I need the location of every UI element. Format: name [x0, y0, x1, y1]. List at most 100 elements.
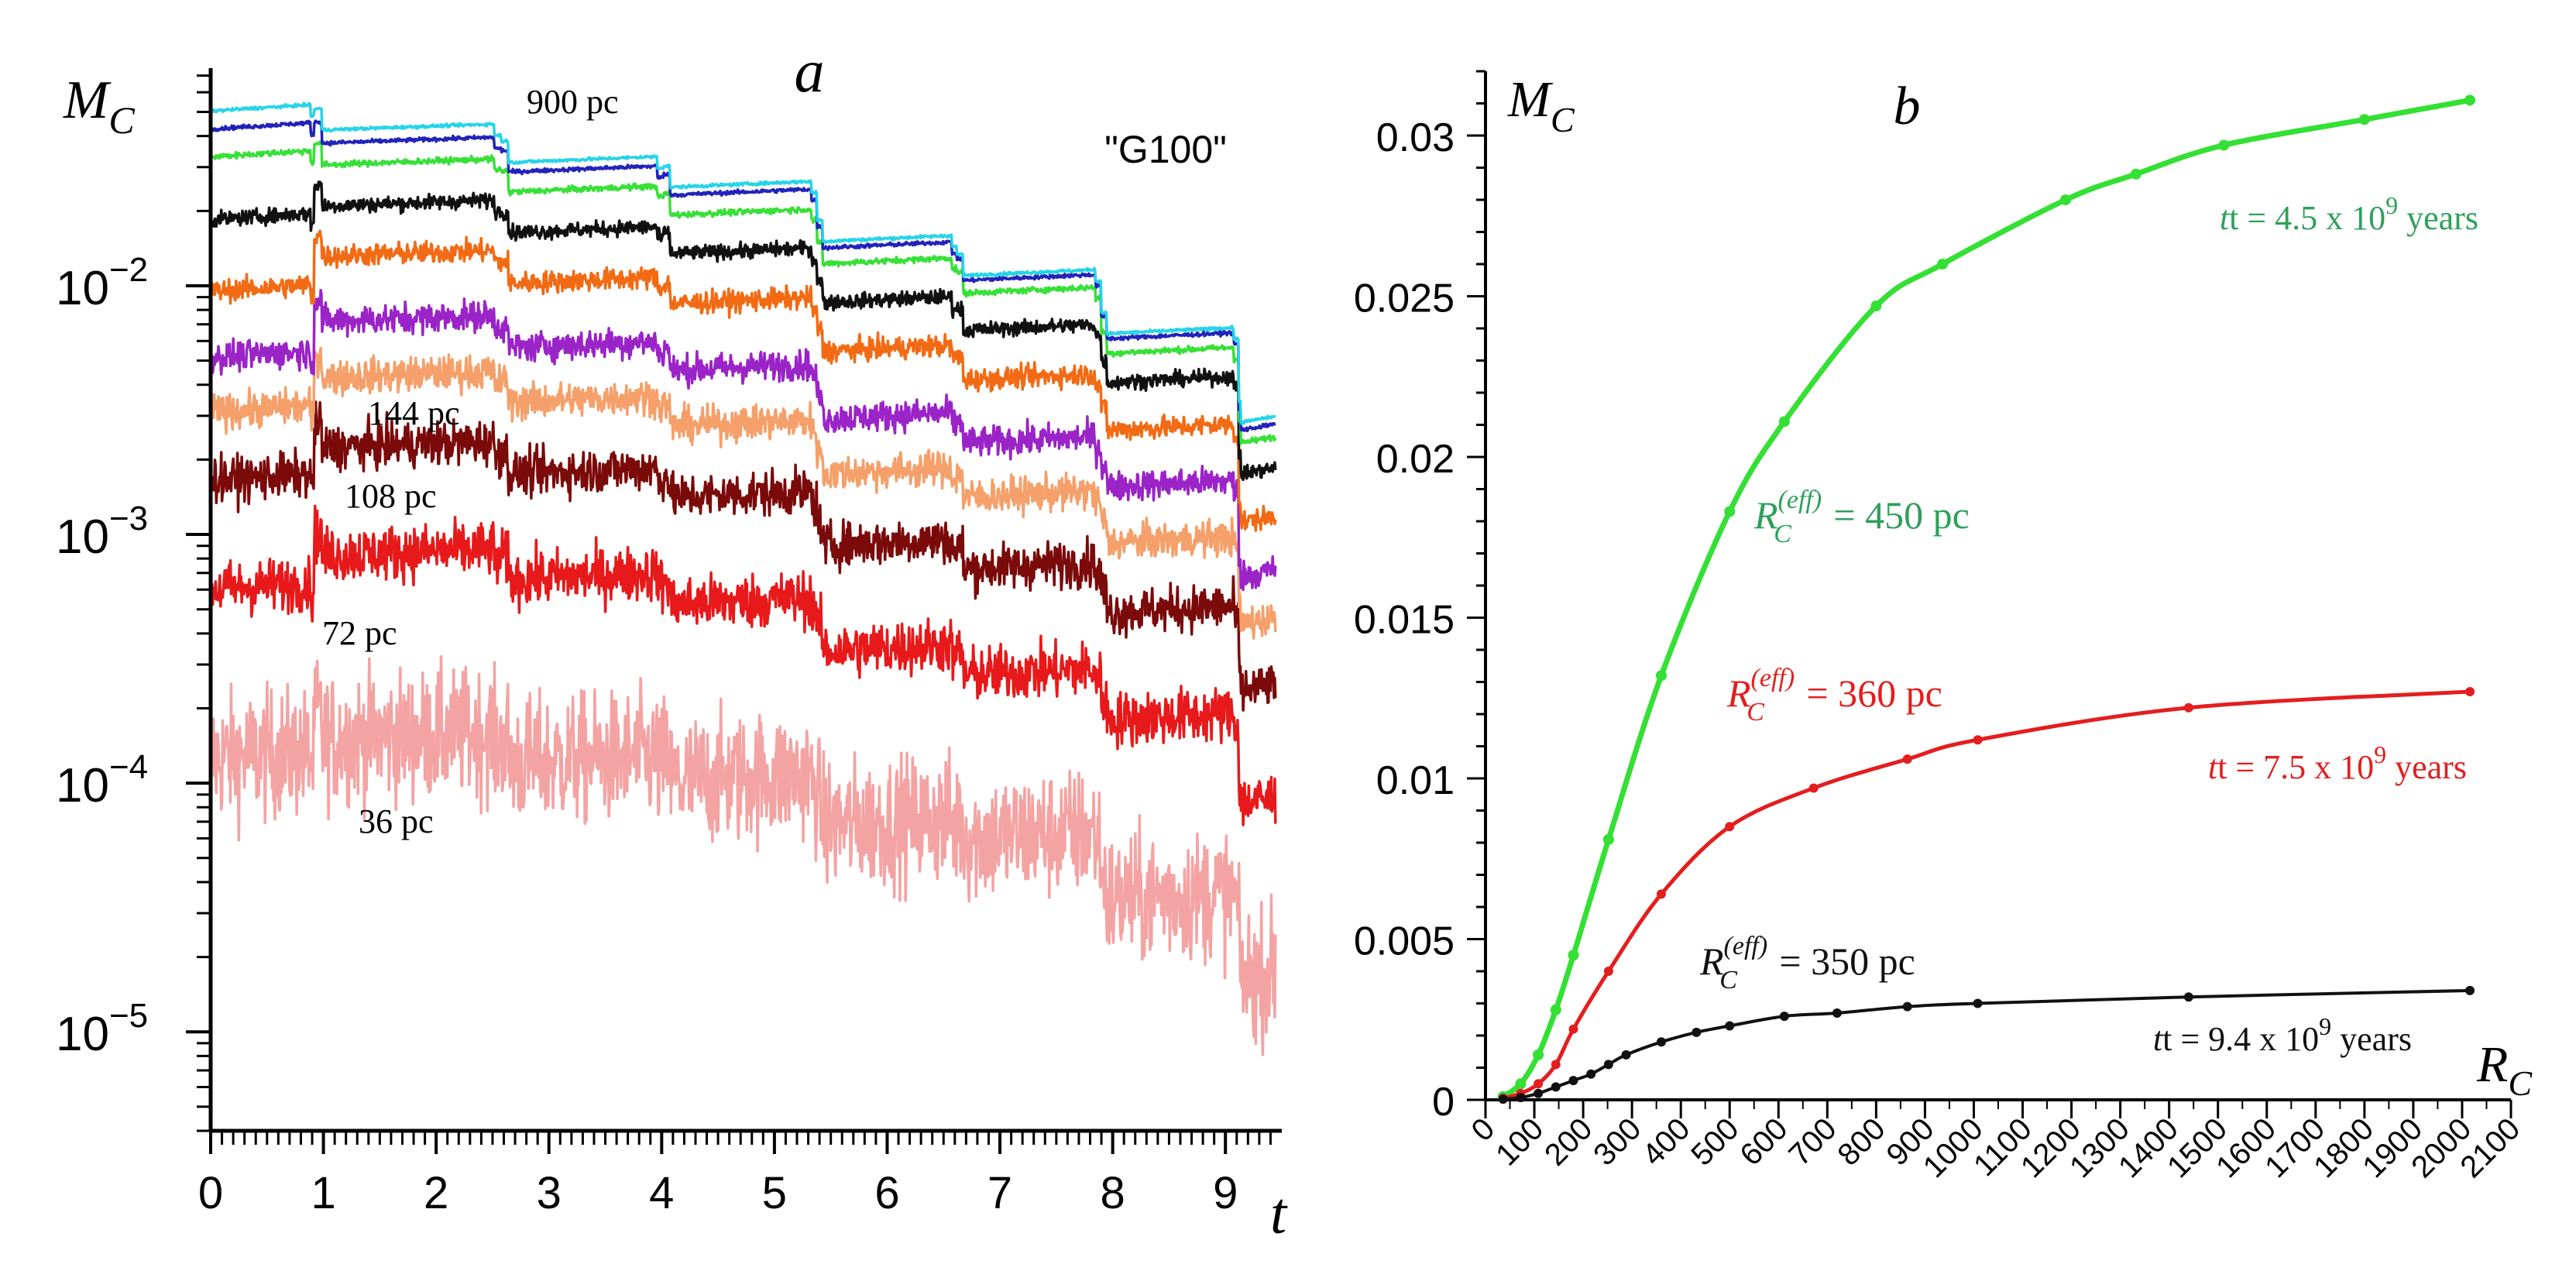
label-144pc: 144 pc [368, 394, 460, 432]
panel-b-series-group [1497, 94, 2476, 1104]
black-reff-value: = 350 pc [1770, 940, 1915, 983]
panel-a-series-group [209, 101, 1277, 1056]
panel-b-data-point [1603, 1060, 1613, 1070]
panel-b-series-line [1501, 97, 2471, 1099]
panel-a-x-tick-label: 9 [1213, 1168, 1238, 1218]
panel-a-series-line [209, 180, 1277, 482]
label-72pc: 72 pc [322, 614, 397, 652]
panel-a-x-tick-label: 3 [537, 1168, 562, 1218]
black-reff-sub: C [1719, 966, 1737, 994]
panel-b-y-tick-label: 0 [1432, 1080, 1455, 1125]
panel-b-data-point [1568, 950, 1579, 961]
panel-a-y-tick-label: 10−4 [56, 748, 148, 812]
panel-b-data-point [1656, 1037, 1666, 1047]
panel-b-data-point [1973, 735, 1983, 745]
red-reff-label: R(eff) C = 360 pc [1726, 664, 1942, 727]
red-reff-main: R [1726, 672, 1751, 715]
panel-a-y-tick-label: 10−5 [56, 997, 148, 1061]
panel-b-y-tick-label: 0.025 [1354, 277, 1455, 321]
panel-b-y-tick-label: 0.015 [1354, 598, 1455, 643]
panel-a-time-evolution: 0 1 2 3 4 5 6 7 8 9 10−2 10−3 10−4 10−5 a "G100" MC t… [56, 37, 1288, 1246]
panel-b-data-point [1973, 998, 1983, 1008]
red-reff-sub: C [1747, 698, 1764, 727]
green-time-unit: years [2398, 199, 2478, 237]
panel-b-y-tick-label: 0.01 [1376, 758, 1455, 803]
panel-a-x-tick-label: 8 [1100, 1168, 1125, 1218]
panel-b-data-point [1603, 967, 1613, 976]
green-reff-label: R(eff) C = 450 pc [1753, 486, 1970, 548]
panel-b-data-point [1655, 670, 1667, 682]
red-time-exp: 9 [2374, 740, 2386, 768]
panel-b-data-point [2183, 702, 2193, 713]
red-reff-value: = 360 pc [1797, 672, 1942, 715]
panel-b-data-point [1902, 1001, 1912, 1012]
panel-b-data-point [1550, 1004, 1561, 1015]
green-time-exp: 9 [2385, 191, 2398, 219]
panel-b-data-point [1937, 259, 1949, 270]
black-time-label: tt = 9.4 x 109 years [2153, 1012, 2412, 1058]
panel-b-y-tick-label: 0.005 [1354, 919, 1455, 964]
green-reff-value: = 450 pc [1824, 493, 1970, 537]
label-900pc: 900 pc [527, 83, 619, 121]
panel-a-series-line [209, 400, 1277, 712]
panel-b-data-point [1621, 1049, 1631, 1060]
panel-b-xlabel-sub: C [2508, 1063, 2533, 1103]
panel-a-x-tick-label: 7 [987, 1168, 1012, 1218]
label-36pc: 36 pc [359, 802, 434, 840]
panel-b-ylabel-main: M [1507, 71, 1554, 128]
black-reff-main: R [1699, 940, 1724, 983]
panel-a-x-tick-label: 1 [311, 1168, 335, 1218]
red-time-label: tt = 7.5 x 109 years [2208, 740, 2467, 786]
panel-b-data-point [2183, 992, 2193, 1002]
panel-b-data-point [1602, 833, 1614, 845]
panel-b-data-point [1586, 1069, 1596, 1079]
panel-b-data-point [1902, 754, 1912, 764]
panel-b-data-point [1551, 1082, 1561, 1092]
panel-a-x-tick-label: 4 [649, 1168, 674, 1218]
panel-a-y-tick-label: 10−2 [56, 251, 148, 315]
panel-a-x-tick-label: 0 [198, 1168, 223, 1218]
panel-a-y-tick-label: 10−3 [56, 500, 148, 564]
panel-b-data-point [1725, 1021, 1735, 1031]
panel-b-xlabel-main: R [2476, 1036, 2508, 1093]
panel-b-ylabel: MC [1507, 71, 1575, 139]
panel-b-data-point [1568, 1076, 1578, 1086]
panel-a-x-tick-label: 2 [424, 1168, 448, 1218]
panel-b-data-point [1692, 1027, 1702, 1037]
red-reff-sup: (eff) [1751, 664, 1795, 692]
panel-a-series-line [209, 101, 1276, 425]
panel-b-data-point [1533, 1049, 1544, 1060]
panel-b-data-point [1516, 1093, 1526, 1103]
green-reff-main: R [1753, 493, 1778, 537]
panel-b-data-point [2465, 985, 2475, 995]
panel-b-data-point [2358, 114, 2370, 125]
panel-a-series-line [209, 119, 1276, 433]
panel-a-x-tick-label: 5 [762, 1168, 787, 1218]
panel-b-y-tick-label: 0.02 [1376, 437, 1455, 482]
panel-b-data-point [2218, 139, 2230, 151]
panel-a-series-line [209, 346, 1277, 640]
panel-b-xlabel: RC [2476, 1036, 2533, 1103]
red-time-text: t = 7.5 x 10 [2217, 748, 2374, 786]
panel-a-series-line [209, 504, 1277, 826]
panel-b-data-point [1832, 1008, 1842, 1018]
panel-b-data-point [1870, 300, 1882, 311]
panel-a-axes: 0 1 2 3 4 5 6 7 8 9 10−2 10−3 10−4 10−5 [56, 68, 1282, 1218]
panel-b-label: b [1894, 77, 1921, 136]
panel-b-data-point [1498, 1094, 1508, 1104]
panel-b-data-point [2130, 168, 2142, 180]
panel-b-data-point [1779, 1012, 1789, 1022]
panel-b-data-point [2464, 94, 2476, 106]
black-time-unit: years [2331, 1020, 2412, 1058]
black-time-exp: 9 [2319, 1012, 2331, 1040]
panel-b-data-point [2060, 194, 2072, 205]
model-label: "G100" [1104, 128, 1227, 171]
black-time-text: t = 9.4 x 10 [2162, 1020, 2319, 1058]
black-reff-label: R(eff) C = 350 pc [1699, 932, 1915, 994]
panel-b-data-point [1551, 1060, 1561, 1070]
panel-a-x-tick-label: 6 [874, 1168, 899, 1218]
panel-a-series-line [209, 654, 1277, 1056]
panel-a-series-line [209, 229, 1277, 532]
